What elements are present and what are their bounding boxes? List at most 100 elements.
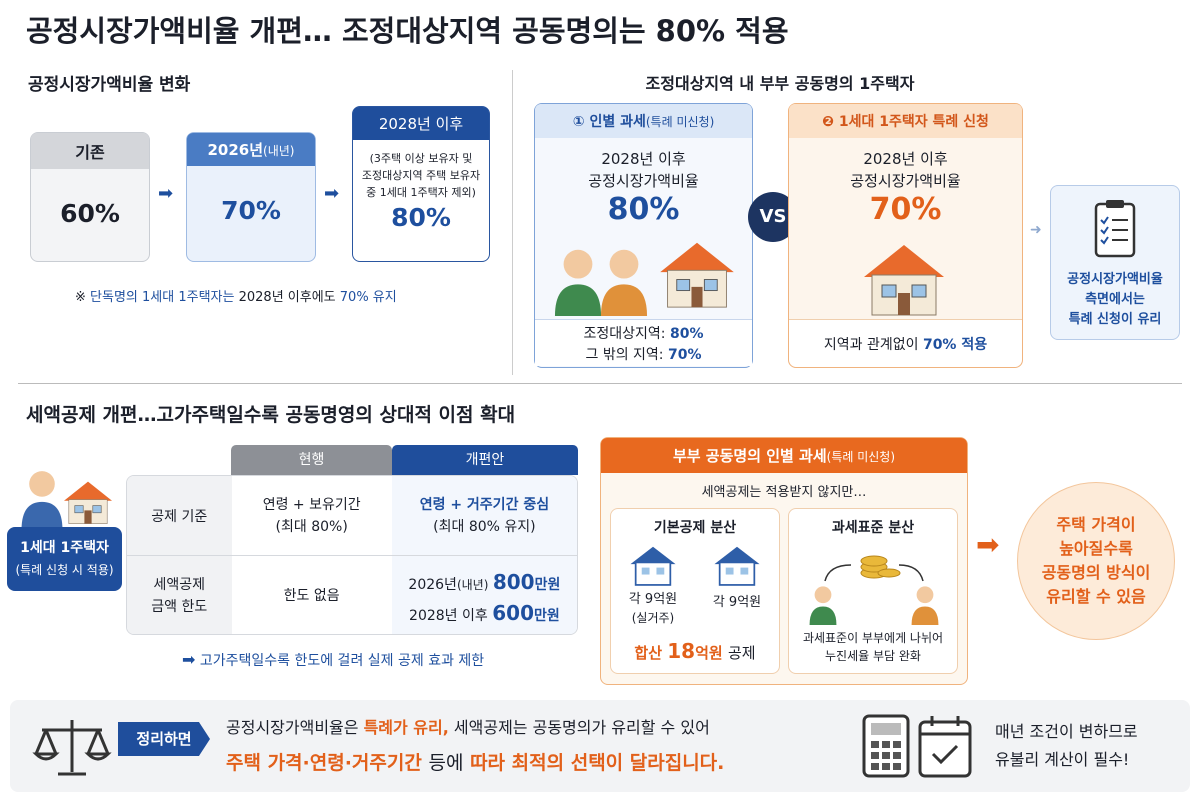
detail-value: 70% [667,347,702,363]
arrow: ➡ [158,183,174,204]
subtitle: 세액공제는 적용받지 않지만… [701,485,867,500]
group: 2026년(내년) 800만원 2028년 이후 600만원 [391,556,577,634]
note: (특례 신청 시 적용) [15,563,114,577]
column-revised: 개편안 [465,452,505,468]
cell-line: 연령 + 보유기간 [262,497,361,513]
title-note: (특례 미신청) [645,115,715,129]
detail-label: 조정대상지역: [583,326,666,342]
group: 연령 + 보유기간 (최대 80%) [232,476,392,555]
total-text: 공제 [727,644,756,662]
split-illustration [799,555,949,625]
option-2-card: ❷ 1세대 1주택자 특례 신청 2028년 이후 공정시장가액비율 70% 지… [788,103,1023,368]
summary-tag: 정리하면 [118,722,210,756]
house-icon [711,543,763,587]
base-box: 과세표준 분산 과세표준이 부부에게 나뉘어 누진세율 부담 완화 [788,508,958,674]
clipboard-icon [1094,200,1136,258]
section-heading: 조정대상지역 내 부부 공동명의 1주택자 [645,74,915,93]
mark: ※ [75,290,86,305]
group: 합산 18억원 공제 [611,639,779,663]
highlight: 주택 가격·연령·거주기간 [226,752,422,774]
label: 1세대 1주택자 [20,540,109,556]
scales-icon [32,720,112,776]
detail-value: 70% 적용 [922,337,988,353]
arrow: ➡ [324,183,340,204]
current-card: 기존 60% [30,132,150,262]
line: 2028년 이후 [863,150,948,168]
value: 70% [869,192,942,227]
group: 연령 + 거주기간 중심 (최대 80% 유지) [391,476,577,555]
group [22,471,63,530]
title: 공정시장가액비율 개편… 조정대상지역 공동명의는 80% 적용 [26,14,789,48]
unit: 만원 [533,608,560,624]
couple-illustration [545,232,745,316]
group: 그 밖의 지역: 70% [535,345,752,366]
text: 공정시장가액비율은 [226,718,359,737]
joint-box: 부부 공동명의 인별 과세(특례 미신청) 세액공제는 적용받지 않지만… 기본… [600,437,968,685]
row-label: 세액공제 [153,577,206,593]
group [810,586,837,625]
option-title: ❷ 1세대 1주택자 특례 신청 [789,104,1022,138]
basic-box: 기본공제 분산 각 9억원 (실거주) 각 9억원 합산 18억원 공제 [610,508,780,674]
row-label: 공제 기준 [127,476,232,555]
total-amount: 18 [667,639,696,663]
section-heading: 세액공제 개편…고가주택일수록 공동명영의 상대적 이점 확대 [26,404,516,426]
title: 1세대 1주택자 특례 신청 [838,114,989,130]
highlight: 단독명의 1세대 1주택자는 [90,290,235,305]
label-note: (내년) [263,144,295,158]
group: 2028년 이후 공정시장가액비율 [789,148,1022,192]
divider [18,383,1182,384]
joint-title: 부부 공동명의 인별 과세(특례 미신청) [601,438,967,473]
result-circle: 주택 가격이 높아질수록 공동명의 방식이 유리할 수 있음 [1017,482,1175,640]
group [64,482,112,524]
card-label: 2026년(내년) [187,133,315,166]
line-2: 주택 가격·연령·거주기간 등에 따라 최적의 선택이 달라집니다. [226,748,724,775]
house-note: (실거주) [631,611,675,625]
target-label: 1세대 1주택자 (특례 신청 시 적용) [7,527,122,591]
table-row: 세액공제 금액 한도 한도 없음 2026년(내년) 800만원 2028년 이… [127,556,577,634]
note-line: 조정대상지역 주택 보유자 [361,169,481,182]
line: 2028년 이후 [601,150,686,168]
divider [512,70,513,375]
text: 등에 [428,752,464,774]
highlight: 특례가 유리, [363,718,449,737]
arrow: ➡ [976,528,1000,561]
group: 세액공제 금액 한도 [127,556,232,634]
next-year-card: 2026년(내년) 70% [186,132,316,262]
group: 2028년 이후 600만원 [392,599,577,630]
card-label: 기존 [31,133,149,169]
column-header: 현행 [231,445,392,475]
line-1: 공정시장가액비율은 특례가 유리, 세액공제는 공동명의가 유리할 수 있어 [226,714,710,738]
group: 공정시장가액비율 측면에서는 특례 신청이 유리 [1051,270,1179,330]
table-row: 공제 기준 연령 + 보유기간 (최대 80%) 연령 + 거주기간 중심 (최… [127,476,577,556]
unit: 만원 [534,577,561,593]
row-label: 금액 한도 [151,599,208,615]
line: 주택 가격이 [1056,515,1136,534]
cell-line: 연령 + 거주기간 중심 [419,497,550,513]
sub-title: 기본공제 분산 [653,520,737,536]
limit-amount: 600 [492,601,534,625]
text: 세액공제는 공동명의가 유리할 수 있어 [453,718,710,737]
option-1-card: ① 인별 과세(특례 미신청) 2028년 이후 공정시장가액비율 80% 조정… [534,103,753,368]
line: 유불리 계산이 필수! [995,750,1130,769]
text: 2028년 이후에도 [238,290,336,305]
number: ① [572,114,585,130]
detail-label: 그 밖의 지역: [585,347,664,363]
from-2028-card: 2028년 이후 (3주택 이상 보유자 및 조정대상지역 주택 보유자 중 1… [352,106,490,262]
total-label: 합산 [634,644,663,662]
group: 2026년(내년) 800만원 [392,568,577,599]
group [555,250,601,316]
card-value: 60% [60,199,120,228]
group [660,243,734,307]
table: 공제 기준 연령 + 보유기간 (최대 80%) 연령 + 거주기간 중심 (최… [126,475,578,635]
card-value: 70% [221,196,281,225]
title: 부부 공동명의 인별 과세 [672,447,827,465]
group: 과세표준이 부부에게 나뉘어 누진세율 부담 완화 [789,629,957,665]
line: 공정시장가액비율 [588,172,699,190]
title-note: (특례 미신청) [826,450,896,464]
detail-value: 80% [669,326,704,342]
year-note: (내년) [456,578,489,592]
conclusion-box: 공정시장가액비율 측면에서는 특례 신청이 유리 [1050,185,1180,340]
group: 2028년 이후 공정시장가액비율 [535,148,752,192]
column-current: 현행 [298,452,325,468]
